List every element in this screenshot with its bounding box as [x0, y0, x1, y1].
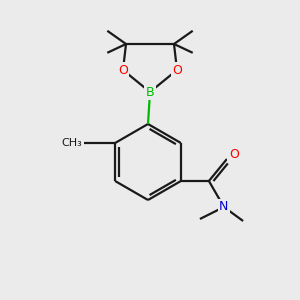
Text: O: O: [172, 64, 182, 76]
Text: B: B: [146, 85, 154, 98]
Text: O: O: [118, 64, 128, 76]
Text: CH₃: CH₃: [62, 138, 82, 148]
Text: N: N: [219, 200, 229, 214]
Text: O: O: [229, 148, 239, 161]
